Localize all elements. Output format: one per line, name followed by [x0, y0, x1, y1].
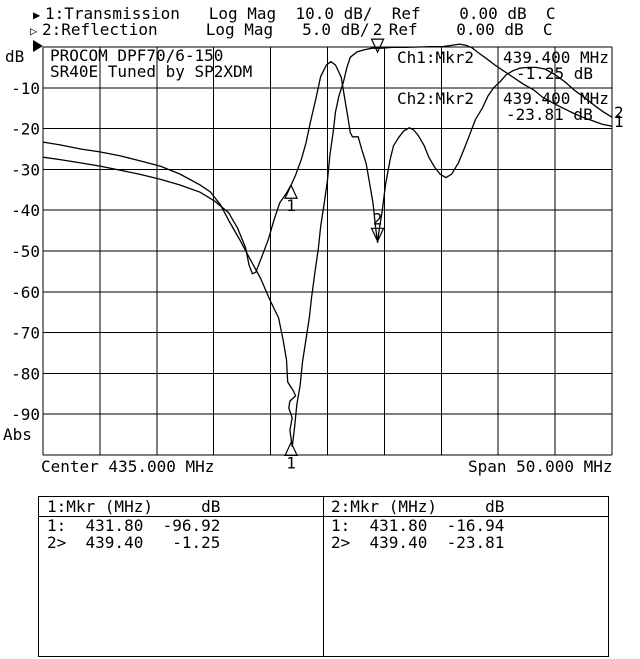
y-axis-tick-label: -50	[11, 242, 40, 261]
marker-table-box: 1:Mkr (MHz) dB 1: 431.80 -96.92 2> 439.4…	[38, 496, 609, 657]
y-axis-tick-label: -30	[11, 160, 40, 179]
marker-2-ch1-icon	[370, 38, 385, 54]
ch1-marker-value: -1.25 dB	[516, 64, 594, 83]
channel2-header: 2:Reflection Log Mag 5.0 dB/ Ref 0.00 dB…	[42, 20, 553, 39]
trace-reflection	[42, 60, 613, 275]
center-frequency-label: Center 435.000 MHz	[41, 457, 215, 476]
marker-1-ch2-label: 1	[286, 196, 296, 215]
trace-transmission	[42, 43, 613, 447]
marker-2-ch2-icon	[370, 227, 385, 243]
marker-2-ch2-label: 2	[373, 209, 383, 228]
marker-1-ch1-icon	[284, 441, 299, 457]
trace1-active-arrow-icon: ▶	[33, 8, 41, 22]
table-divider	[323, 497, 324, 656]
marker-1-ch2-icon	[284, 183, 299, 199]
ch2-marker-readout: Ch2:Mkr2 439.400 MHz	[397, 89, 609, 108]
y-axis-tick-label: -80	[11, 364, 40, 383]
table-header-separator	[39, 516, 608, 517]
span-frequency-label: Span 50.000 MHz	[468, 457, 613, 476]
grid-lines	[42, 46, 613, 456]
y-axis-unit-label: dB	[5, 47, 24, 66]
y-axis-tick-label: -90	[11, 405, 40, 424]
y-axis-tick-label: -60	[11, 283, 40, 302]
marker-2-ch1-label: 2	[373, 20, 383, 39]
trace-end-label: 1	[614, 112, 624, 131]
ch2-marker-value: -23.81 dB	[506, 105, 593, 124]
marker-1-ch1-label: 1	[286, 453, 296, 472]
device-annotation-line1: PROCOM DPF70/6-150	[50, 46, 224, 65]
marker-table-right-row2: 2> 439.40 -23.81	[331, 533, 505, 552]
y-axis-tick-label: -40	[11, 201, 40, 220]
channel1-header: 1:Transmission Log Mag 10.0 dB/ Ref 0.00…	[45, 4, 556, 23]
y-axis-tick-label: -70	[11, 324, 40, 343]
trace-end-label: 2	[614, 103, 624, 122]
y-axis-tick-label: -10	[11, 79, 40, 98]
device-annotation-line2: SR40E Tuned by SP2XDM	[50, 62, 253, 81]
marker-table-left-row2: 2> 439.40 -1.25	[47, 533, 221, 552]
marker-table-left-row1: 1: 431.80 -96.92	[47, 516, 221, 535]
trace2-arrow-icon: ▷	[30, 24, 38, 38]
marker-table-right-row1: 1: 431.80 -16.94	[331, 516, 505, 535]
y-axis-tick-label: -20	[11, 120, 40, 139]
marker-table-right-header: 2:Mkr (MHz) dB	[331, 497, 505, 516]
marker-table-left-header: 1:Mkr (MHz) dB	[47, 497, 221, 516]
ch1-ref-level-arrow-icon	[33, 40, 43, 52]
ch1-marker-readout: Ch1:Mkr2 439.400 MHz	[397, 48, 609, 67]
y-axis-bottom-label: Abs	[3, 425, 32, 444]
